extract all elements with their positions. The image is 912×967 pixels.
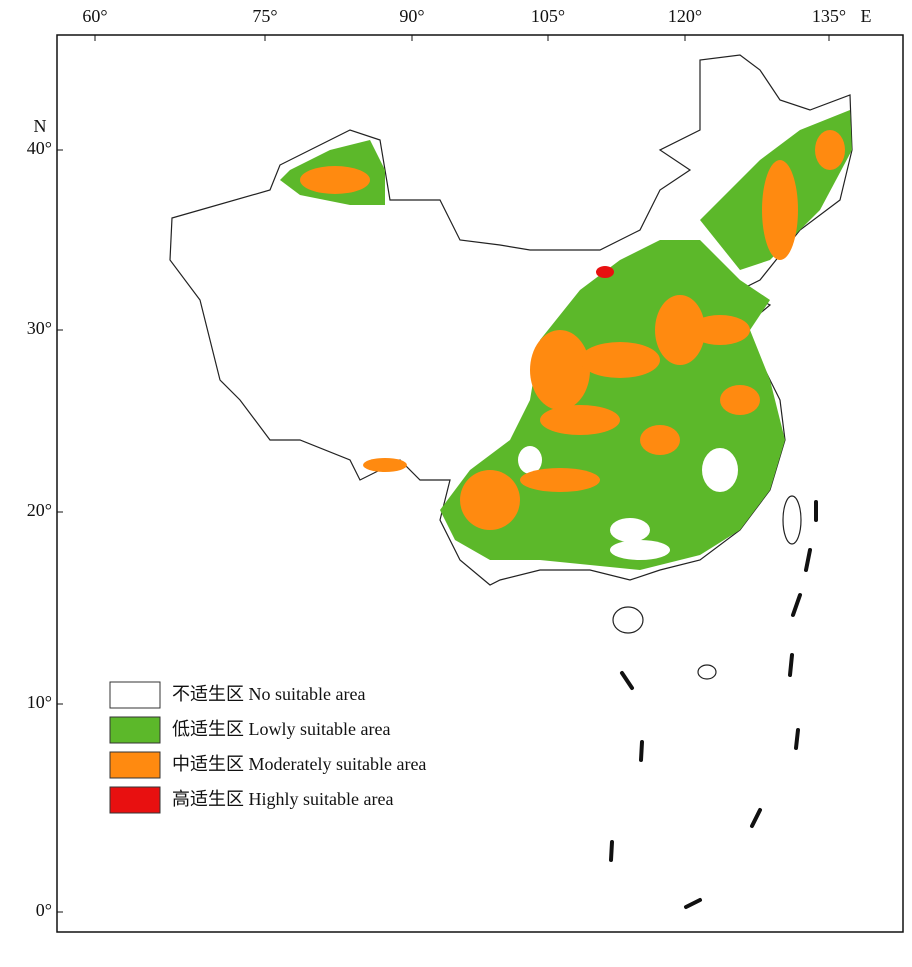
top-axis-direction: E	[861, 6, 872, 26]
island	[782, 495, 802, 545]
top-tick-label: 105°	[531, 6, 565, 26]
legend-label: 低适生区 Lowly suitable area	[172, 719, 390, 739]
left-tick-label: 40°	[27, 138, 52, 158]
legend-swatch	[109, 681, 161, 709]
legend-swatch	[109, 786, 161, 814]
top-tick-label: 60°	[82, 6, 107, 26]
top-tick-label: 120°	[668, 6, 702, 26]
island	[612, 606, 644, 634]
boundary-dashes	[609, 500, 818, 909]
top-tick-label: 75°	[252, 6, 277, 26]
legend-label: 中适生区 Moderately suitable area	[172, 754, 426, 774]
left-axis-direction: N	[34, 116, 47, 136]
legend: 不适生区 No suitable area 低适生区 Lowly suitable…	[109, 681, 426, 814]
highly-suitable-area	[596, 266, 614, 278]
left-tick-label: 10°	[27, 692, 52, 712]
top-tick-label: 135°	[812, 6, 846, 26]
legend-swatch	[109, 751, 161, 779]
left-tick-label: 20°	[27, 500, 52, 520]
legend-swatch	[109, 716, 161, 744]
island	[697, 664, 717, 680]
moderately-suitable-area	[300, 130, 845, 530]
legend-label: 不适生区 No suitable area	[172, 684, 365, 704]
left-tick-label: 30°	[27, 318, 52, 338]
left-tick-label: 0°	[36, 900, 52, 920]
legend-label: 高适生区 Highly suitable area	[172, 789, 393, 809]
top-tick-label: 90°	[399, 6, 424, 26]
no-suitable-patches	[518, 446, 738, 560]
